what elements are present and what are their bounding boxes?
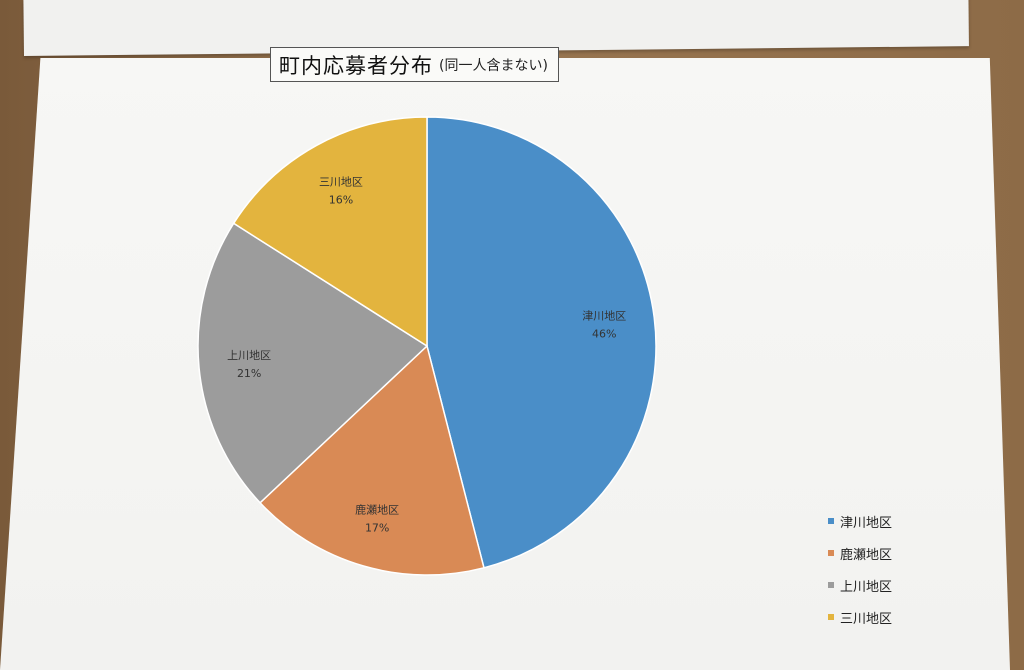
legend-swatch bbox=[828, 582, 834, 588]
legend-item: 上川地区 bbox=[828, 569, 958, 601]
chart-title: 町内応募者分布 bbox=[279, 53, 433, 78]
legend-label: 鹿瀬地区 bbox=[840, 547, 893, 563]
slice-percent-label: 21% bbox=[237, 367, 261, 380]
pie-slice bbox=[259, 344, 485, 576]
slice-percent-label: 16% bbox=[329, 193, 353, 206]
slice-percent-label: 17% bbox=[365, 522, 389, 535]
legend-swatch bbox=[828, 550, 834, 556]
chart-title-box: 町内応募者分布 (同一人含まない) bbox=[270, 47, 559, 82]
legend-swatch bbox=[828, 518, 834, 524]
slice-category-label: 鹿瀬地区 bbox=[355, 503, 399, 517]
chart-legend: 津川地区鹿瀬地区上川地区三川地区 bbox=[828, 505, 958, 633]
legend-label: 三川地区 bbox=[840, 611, 893, 627]
legend-label: 上川地区 bbox=[840, 579, 893, 595]
pie-slice bbox=[197, 222, 429, 504]
legend-item: 三川地区 bbox=[828, 601, 958, 633]
slice-category-label: 三川地区 bbox=[319, 175, 363, 188]
pie-slice bbox=[232, 116, 428, 348]
legend-swatch bbox=[828, 614, 834, 620]
slice-percent-label: 46% bbox=[592, 328, 616, 341]
chart-subtitle: (同一人含まない) bbox=[439, 57, 548, 74]
legend-label: 津川地区 bbox=[840, 515, 893, 531]
slice-category-label: 上川地区 bbox=[227, 349, 271, 362]
slice-category-label: 津川地区 bbox=[582, 310, 626, 323]
legend-item: 鹿瀬地区 bbox=[828, 537, 958, 569]
legend-item: 津川地区 bbox=[828, 505, 958, 537]
pie-slice bbox=[426, 116, 657, 569]
